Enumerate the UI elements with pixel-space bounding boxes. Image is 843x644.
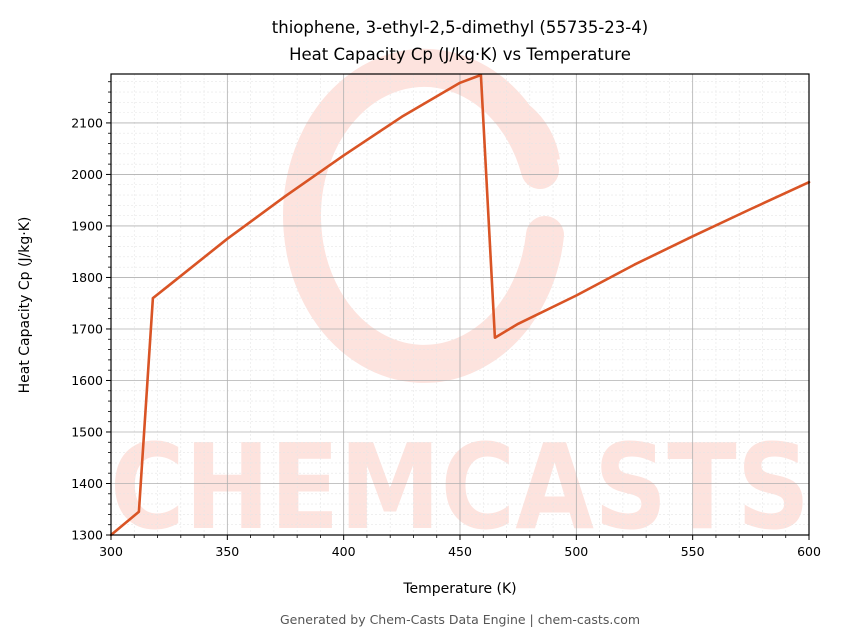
x-axis: 300 350 400 450 500 550 600 — [99, 535, 821, 559]
x-axis-label: Temperature (K) — [402, 581, 516, 597]
x-tick-label: 500 — [564, 544, 588, 559]
y-tick-label: 2000 — [71, 167, 103, 182]
y-tick-label: 2100 — [71, 115, 103, 130]
y-tick-label: 1800 — [71, 270, 103, 285]
y-tick-label: 1400 — [71, 476, 103, 491]
x-tick-label: 550 — [681, 544, 705, 559]
chart-subtitle: Heat Capacity Cp (J/kg·K) vs Temperature — [289, 45, 631, 64]
y-tick-label: 1900 — [71, 218, 103, 233]
x-tick-label: 300 — [99, 544, 123, 559]
x-tick-label: 450 — [448, 544, 472, 559]
x-tick-label: 600 — [797, 544, 821, 559]
y-axis-label: Heat Capacity Cp (J/kg·K) — [17, 217, 33, 394]
chart-title: thiophene, 3-ethyl-2,5-dimethyl (55735-2… — [272, 18, 648, 37]
y-tick-label: 1300 — [71, 528, 103, 543]
y-tick-label: 1500 — [71, 424, 103, 439]
y-axis: 1300 1400 1500 1600 1700 1800 1900 2000 2100 — [71, 81, 111, 543]
series-layer — [109, 73, 811, 537]
x-tick-label: 350 — [215, 544, 239, 559]
y-tick-label: 1700 — [71, 321, 103, 336]
footer-credit: Generated by Chem-Casts Data Engine | ch… — [280, 612, 640, 627]
x-tick-label: 400 — [332, 544, 356, 559]
y-tick-label: 1600 — [71, 373, 103, 388]
series-line-0 — [109, 73, 811, 537]
